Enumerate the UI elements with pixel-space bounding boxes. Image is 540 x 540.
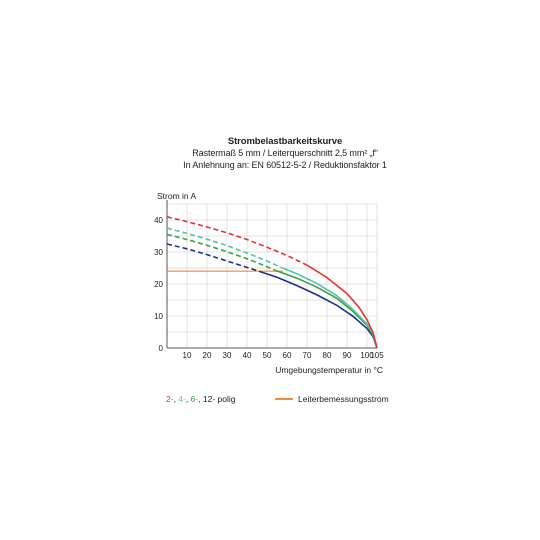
- legend-part-0: 2-: [166, 394, 174, 404]
- legend-part-3: ,: [185, 394, 191, 404]
- legend-pole-counts: 2-, 4-, 6-, 12- polig: [166, 394, 236, 404]
- x-tick-label: 50: [263, 351, 272, 360]
- x-tick-label: 30: [223, 351, 232, 360]
- legend-part-5: , 12- polig: [198, 394, 236, 404]
- x-tick-label: 100: [360, 351, 374, 360]
- x-tick-label: 70: [303, 351, 312, 360]
- series-group: [166, 216, 378, 349]
- legend-part-1: ,: [173, 394, 179, 404]
- series-dashed-6: [166, 233, 276, 271]
- legend-part-4: 6-: [190, 394, 199, 404]
- series-solid-2: [306, 264, 378, 349]
- x-tick-label: 60: [283, 351, 292, 360]
- chart-subtitle-1: Rastermaß 5 mm / Leiterquerschnitt 2,5 m…: [192, 148, 378, 158]
- x-tick-label: 10: [183, 351, 192, 360]
- x-tick-label: 105: [370, 351, 384, 360]
- series-dashed-12-polig: [166, 243, 260, 272]
- legend-rated-current-swatch: [275, 398, 293, 400]
- y-tick-label: 40: [154, 216, 163, 225]
- legend-rated-current: Leiterbemessungsstrom: [275, 394, 389, 404]
- x-tick-label: 90: [343, 351, 352, 360]
- chart-title: Strombelastbarkeitskurve: [227, 136, 343, 147]
- y-tick-label: 10: [154, 312, 163, 321]
- y-tick-label: 30: [154, 248, 163, 257]
- axes: [166, 200, 377, 349]
- series-dashed-4: [166, 227, 282, 269]
- y-tick-label: 0: [159, 344, 164, 353]
- series-dashed-2: [166, 216, 308, 266]
- series-solid-12-polig: [258, 270, 378, 349]
- legend-part-2: 4-: [178, 394, 186, 404]
- chart-subtitle-2: In Anlehnung an: EN 60512-5-2 / Reduktio…: [183, 159, 387, 170]
- chart-title-block: Strombelastbarkeitskurve Rastermaß 5 mm …: [160, 136, 410, 171]
- x-tick-label: 20: [203, 351, 212, 360]
- legend-rated-current-label: Leiterbemessungsstrom: [298, 394, 389, 404]
- y-axis-label: Strom in A: [157, 191, 197, 201]
- grid: [167, 203, 378, 348]
- y-tick-label: 20: [154, 280, 163, 289]
- series-solid-6: [274, 269, 378, 349]
- x-tick-label: 80: [323, 351, 332, 360]
- x-tick-label: 40: [243, 351, 252, 360]
- x-axis-label: Umgebungstemperatur in °C: [275, 365, 383, 375]
